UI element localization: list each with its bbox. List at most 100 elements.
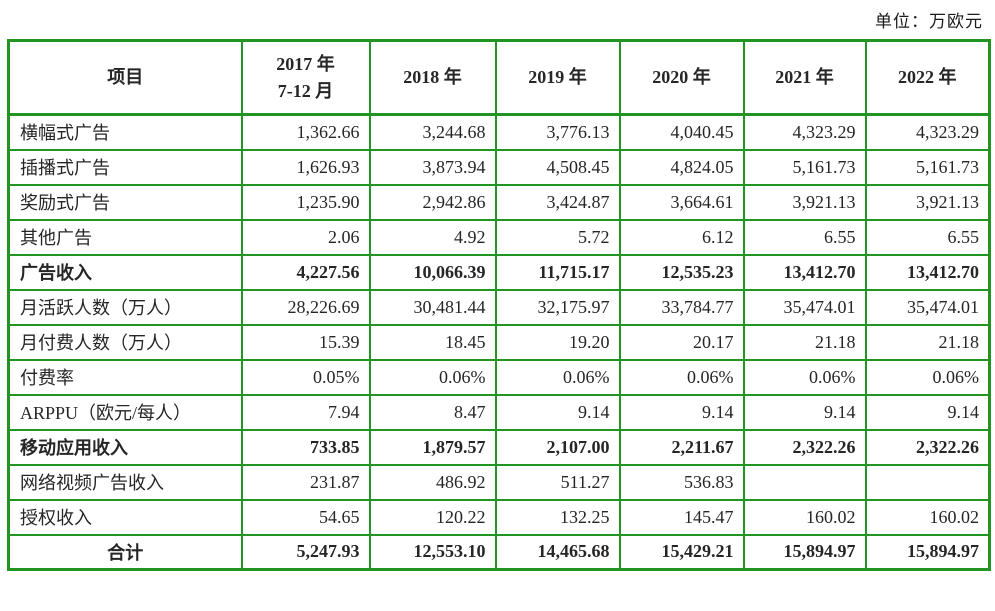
cell-value: 28,226.69 bbox=[240, 288, 371, 326]
cell-value: 4,040.45 bbox=[618, 113, 745, 151]
cell-value: 15,894.97 bbox=[742, 533, 867, 571]
table-row: 插播式广告 1,626.93 3,873.94 4,508.45 4,824.05 5,1… bbox=[7, 148, 991, 186]
cell-value: 6.55 bbox=[742, 218, 867, 256]
cell-value: 21.18 bbox=[864, 323, 991, 361]
table-row: ARPPU（欧元/每人） 7.94 8.47 9.14 9.14 9.14 9.14 bbox=[7, 393, 991, 431]
table-row: 付费率 0.05% 0.06% 0.06% 0.06% 0.06% 0.06% bbox=[7, 358, 991, 396]
cell-value bbox=[864, 463, 991, 501]
header-line: 7-12 月 bbox=[277, 80, 334, 101]
cell-value: 5.72 bbox=[494, 218, 621, 256]
cell-value: 9.14 bbox=[494, 393, 621, 431]
header-line: 2021 年 bbox=[775, 67, 834, 87]
cell-value: 3,424.87 bbox=[494, 183, 621, 221]
header-row: 项目 2017 年 7-12 月 2018 年 2019 年 2020 年 2021 年 20… bbox=[7, 39, 991, 116]
header-year-column-5: 2021 年 bbox=[742, 39, 867, 116]
cell-value: 10,066.39 bbox=[368, 253, 497, 291]
cell-value: 5,247.93 bbox=[240, 533, 371, 571]
cell-value: 35,474.01 bbox=[864, 288, 991, 326]
cell-value: 2,942.86 bbox=[368, 183, 497, 221]
cell-value: 536.83 bbox=[618, 463, 745, 501]
cell-value: 2,322.26 bbox=[864, 428, 991, 466]
cell-value: 733.85 bbox=[240, 428, 371, 466]
cell-value: 15.39 bbox=[240, 323, 371, 361]
row-label: 移动应用收入 bbox=[7, 428, 243, 466]
cell-value: 2,107.00 bbox=[494, 428, 621, 466]
table-row: 月活跃人数（万人） 28,226.69 30,481.44 32,175.97 33,7… bbox=[7, 288, 991, 326]
table-row: 网络视频广告收入 231.87 486.92 511.27 536.83 bbox=[7, 463, 991, 501]
header-year-column-4: 2020 年 bbox=[618, 39, 745, 116]
table-row: 合计 5,247.93 12,553.10 14,465.68 15,429.21 15,… bbox=[7, 533, 991, 571]
cell-value: 11,715.17 bbox=[494, 253, 621, 291]
cell-value: 486.92 bbox=[368, 463, 497, 501]
header-year-column-2: 2018 年 bbox=[368, 39, 497, 116]
cell-value: 0.06% bbox=[742, 358, 867, 396]
cell-value: 14,465.68 bbox=[494, 533, 621, 571]
cell-value: 0.06% bbox=[618, 358, 745, 396]
cell-value: 4,824.05 bbox=[618, 148, 745, 186]
cell-value: 3,873.94 bbox=[368, 148, 497, 186]
header-line: 2022 年 bbox=[898, 67, 957, 87]
table-row: 其他广告 2.06 4.92 5.72 6.12 6.55 6.55 bbox=[7, 218, 991, 256]
unit-label: 单位：万欧元 bbox=[875, 12, 983, 31]
table-row: 广告收入 4,227.56 10,066.39 11,715.17 12,535.23 1… bbox=[7, 253, 991, 291]
row-label: 奖励式广告 bbox=[7, 183, 243, 221]
cell-value: 3,244.68 bbox=[368, 113, 497, 151]
cell-value: 5,161.73 bbox=[742, 148, 867, 186]
cell-value: 12,553.10 bbox=[368, 533, 497, 571]
row-label: 月活跃人数（万人） bbox=[7, 288, 243, 326]
cell-value: 231.87 bbox=[240, 463, 371, 501]
cell-value: 13,412.70 bbox=[742, 253, 867, 291]
cell-value: 0.06% bbox=[494, 358, 621, 396]
header-line: 2019 年 bbox=[528, 67, 587, 87]
cell-value: 2,322.26 bbox=[742, 428, 867, 466]
cell-value: 30,481.44 bbox=[368, 288, 497, 326]
cell-value: 4,508.45 bbox=[494, 148, 621, 186]
table-row: 授权收入 54.65 120.22 132.25 145.47 160.02 160.02 bbox=[7, 498, 991, 536]
cell-value: 13,412.70 bbox=[864, 253, 991, 291]
cell-value: 3,664.61 bbox=[618, 183, 745, 221]
row-label: 广告收入 bbox=[7, 253, 243, 291]
cell-value: 20.17 bbox=[618, 323, 745, 361]
cell-value: 1,626.93 bbox=[240, 148, 371, 186]
table-row: 横幅式广告 1,362.66 3,244.68 3,776.13 4,040.45 4,3… bbox=[7, 113, 991, 151]
header-year-column-3: 2019 年 bbox=[494, 39, 621, 116]
cell-value: 6.12 bbox=[618, 218, 745, 256]
cell-value: 120.22 bbox=[368, 498, 497, 536]
cell-value: 132.25 bbox=[494, 498, 621, 536]
cell-value: 9.14 bbox=[618, 393, 745, 431]
cell-value: 35,474.01 bbox=[742, 288, 867, 326]
cell-value: 160.02 bbox=[864, 498, 991, 536]
cell-value: 32,175.97 bbox=[494, 288, 621, 326]
header-line: 2018 年 bbox=[403, 67, 462, 87]
row-label: 其他广告 bbox=[7, 218, 243, 256]
cell-value: 0.06% bbox=[368, 358, 497, 396]
cell-value: 4,323.29 bbox=[864, 113, 991, 151]
cell-value: 9.14 bbox=[864, 393, 991, 431]
cell-value: 5,161.73 bbox=[864, 148, 991, 186]
cell-value: 33,784.77 bbox=[618, 288, 745, 326]
cell-value: 21.18 bbox=[742, 323, 867, 361]
cell-value: 1,235.90 bbox=[240, 183, 371, 221]
cell-value: 0.05% bbox=[240, 358, 371, 396]
cell-value: 4,323.29 bbox=[742, 113, 867, 151]
header-line: 2017 年 bbox=[276, 53, 335, 74]
row-label: 付费率 bbox=[7, 358, 243, 396]
header-year-column-6: 2022 年 bbox=[864, 39, 991, 116]
cell-value bbox=[742, 463, 867, 501]
cell-value: 15,429.21 bbox=[618, 533, 745, 571]
cell-value: 4,227.56 bbox=[240, 253, 371, 291]
cell-value: 511.27 bbox=[494, 463, 621, 501]
cell-value: 19.20 bbox=[494, 323, 621, 361]
cell-value: 1,879.57 bbox=[368, 428, 497, 466]
cell-value: 3,776.13 bbox=[494, 113, 621, 151]
header-item-column: 项目 bbox=[7, 39, 243, 116]
cell-value: 145.47 bbox=[618, 498, 745, 536]
cell-value: 7.94 bbox=[240, 393, 371, 431]
header-year-column-1: 2017 年 7-12 月 bbox=[240, 39, 371, 116]
cell-value: 18.45 bbox=[368, 323, 497, 361]
cell-value: 2.06 bbox=[240, 218, 371, 256]
cell-value: 160.02 bbox=[742, 498, 867, 536]
cell-value: 4.92 bbox=[368, 218, 497, 256]
cell-value: 6.55 bbox=[864, 218, 991, 256]
